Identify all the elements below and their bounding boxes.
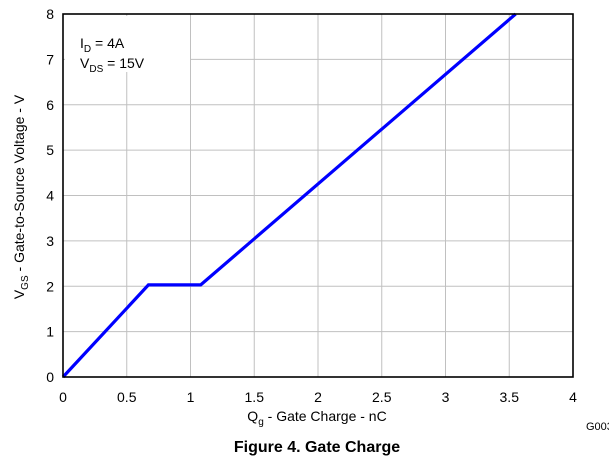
y-tick-label: 6 [46,97,54,113]
x-tick-label: 4 [569,389,577,405]
figure-code: G003 [586,421,609,433]
x-tick-label: 2.5 [372,389,392,405]
y-tick-label: 4 [46,188,54,204]
x-tick-label: 1 [187,389,195,405]
condition-vds: VDS = 15V [80,55,145,75]
x-tick-label: 0 [59,389,67,405]
x-axis-label: Qg - Gate Charge - nC [247,408,386,428]
y-tick-label: 0 [46,369,54,385]
conditions-box: ID = 4A VDS = 15V [65,16,190,75]
y-tick-label: 3 [46,233,54,249]
y-tick-label: 1 [46,324,54,340]
x-tick-label: 0.5 [117,389,137,405]
plot-frame [62,13,574,378]
condition-id: ID = 4A [80,35,125,55]
x-tick-label: 3.5 [500,389,520,405]
conditions-background [65,16,190,72]
y-tick-label: 7 [46,51,54,67]
x-tick-label: 3 [442,389,450,405]
y-axis-label: VGS - Gate-to-Source Voltage - V [11,94,31,299]
y-tick-label: 5 [46,142,54,158]
y-tick-label: 2 [46,278,54,294]
figure-caption: Figure 4. Gate Charge [234,439,400,456]
x-tick-labels: 0 0.5 1 1.5 2 2.5 3 3.5 4 [59,389,577,405]
y-tick-label: 8 [46,6,54,22]
x-tick-label: 2 [314,389,322,405]
y-tick-labels: 0 1 2 3 4 5 6 7 8 [46,6,54,385]
series-line-0 [61,12,517,379]
x-tick-label: 1.5 [245,389,265,405]
